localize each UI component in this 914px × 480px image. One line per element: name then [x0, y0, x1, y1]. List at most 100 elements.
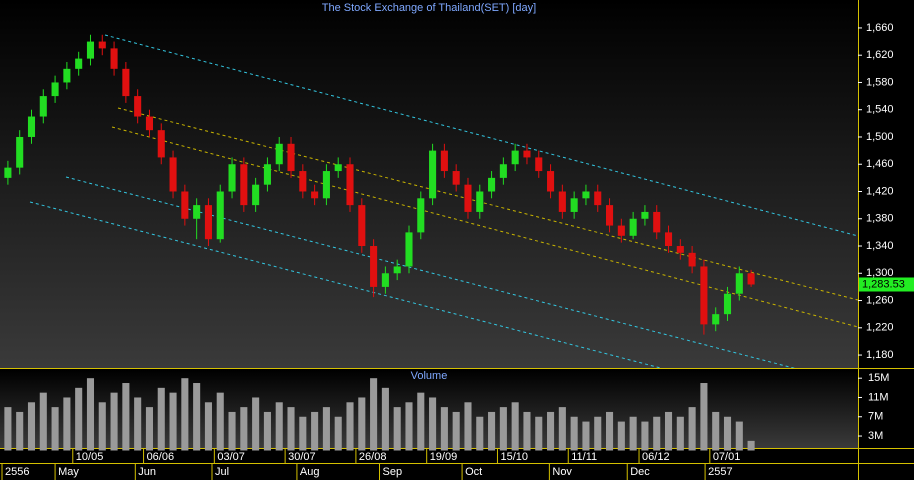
volume-bar [311, 411, 319, 451]
candle-body [582, 191, 590, 199]
candle-body [204, 205, 212, 240]
volume-bar [582, 421, 590, 451]
candle-body [134, 96, 142, 117]
volume-bar [4, 407, 12, 451]
candle-body [452, 171, 460, 185]
y-tick-label: 1,300 [866, 267, 894, 279]
candle-body [499, 164, 507, 178]
price-pane [0, 0, 858, 368]
candle-body [157, 130, 165, 158]
volume-bar [499, 407, 507, 451]
candle-body [606, 205, 614, 226]
candle-body [488, 177, 496, 192]
volume-bar [700, 383, 708, 451]
candle-body [145, 116, 153, 131]
volume-bar [228, 411, 236, 451]
volume-bar [476, 416, 484, 451]
y-tick-label: 15M [868, 372, 889, 384]
candle-body [240, 164, 248, 206]
volume-title: Volume [411, 370, 448, 382]
y-tick-label: 1,260 [866, 294, 894, 306]
candle-body [358, 205, 366, 247]
y-tick-label: 1,340 [866, 240, 894, 252]
candle-body [429, 150, 437, 199]
volume-bar [75, 387, 83, 451]
candle-body [4, 167, 12, 178]
y-tick-label: 11M [868, 391, 889, 403]
x-tick-label: 10/05 [76, 451, 104, 463]
candle-body [676, 246, 684, 253]
volume-bar [629, 416, 637, 451]
volume-bar [676, 416, 684, 451]
x-tick-label: 06/12 [642, 451, 670, 463]
y-tick-label: 1,380 [866, 213, 894, 225]
volume-bar [653, 416, 661, 451]
candle-body [523, 150, 531, 158]
volume-bar [405, 402, 413, 451]
candle-body [216, 191, 224, 240]
volume-bar [547, 411, 555, 451]
candle-body [464, 184, 472, 212]
candle-body [370, 246, 378, 287]
candle-body [299, 171, 307, 192]
volume-bar [511, 402, 519, 451]
candle-body [712, 314, 720, 325]
x-tick-label: 2557 [708, 466, 732, 478]
candle-body [346, 164, 354, 206]
x-tick-label: Oct [465, 466, 482, 478]
candle-body [617, 225, 625, 236]
candle-body [287, 143, 295, 172]
volume-bar [688, 407, 696, 451]
y-tick-label: 1,580 [866, 76, 894, 88]
candle-body [311, 191, 319, 199]
volume-bar [110, 392, 118, 451]
x-tick-label: May [58, 466, 79, 478]
candle-body [252, 184, 260, 206]
volume-bar [157, 387, 165, 451]
candle-body [629, 218, 637, 236]
candle-body [393, 266, 401, 274]
channel-lines [29, 34, 858, 368]
volume-bar [464, 402, 472, 451]
candle-body [511, 150, 519, 165]
x-tick-label: Sep [383, 466, 403, 478]
candle-body [169, 157, 177, 192]
volume-bar [181, 378, 189, 451]
y-tick-label: 1,540 [866, 104, 894, 116]
candle-body [98, 41, 106, 49]
candle-body [476, 191, 484, 212]
volume-bar [570, 416, 578, 451]
last-price-box [859, 277, 914, 292]
candle-body [735, 273, 743, 294]
y-tick-label: 1,660 [866, 22, 894, 34]
volume-bar [263, 411, 271, 451]
candle-body [547, 171, 555, 192]
candle-body [193, 205, 201, 219]
candle-body [181, 191, 189, 219]
volume-bar [735, 421, 743, 451]
x-tick-label: 30/07 [288, 451, 316, 463]
candle-body [700, 266, 708, 325]
candle-body [322, 171, 330, 199]
x-tick-label: Jul [215, 466, 229, 478]
volume-bar [145, 407, 153, 451]
candle-body [63, 68, 71, 83]
candle-body [558, 191, 566, 212]
y-tick-label: 1,620 [866, 49, 894, 61]
y-tick-label: 1,460 [866, 158, 894, 170]
candle-body [39, 96, 47, 117]
candle-body [440, 150, 448, 172]
volume-bar [346, 402, 354, 451]
candle-body [51, 82, 59, 97]
volume-bar [381, 387, 389, 451]
volume-bar [617, 421, 625, 451]
volume-bar [63, 397, 71, 451]
volume-bar [86, 378, 95, 451]
candle-body [122, 68, 130, 97]
volume-bar [275, 402, 283, 451]
y-tick-label: 1,500 [866, 131, 894, 143]
volume-bar [417, 392, 425, 451]
volume-bar [39, 392, 47, 451]
volume-bar [452, 411, 460, 451]
